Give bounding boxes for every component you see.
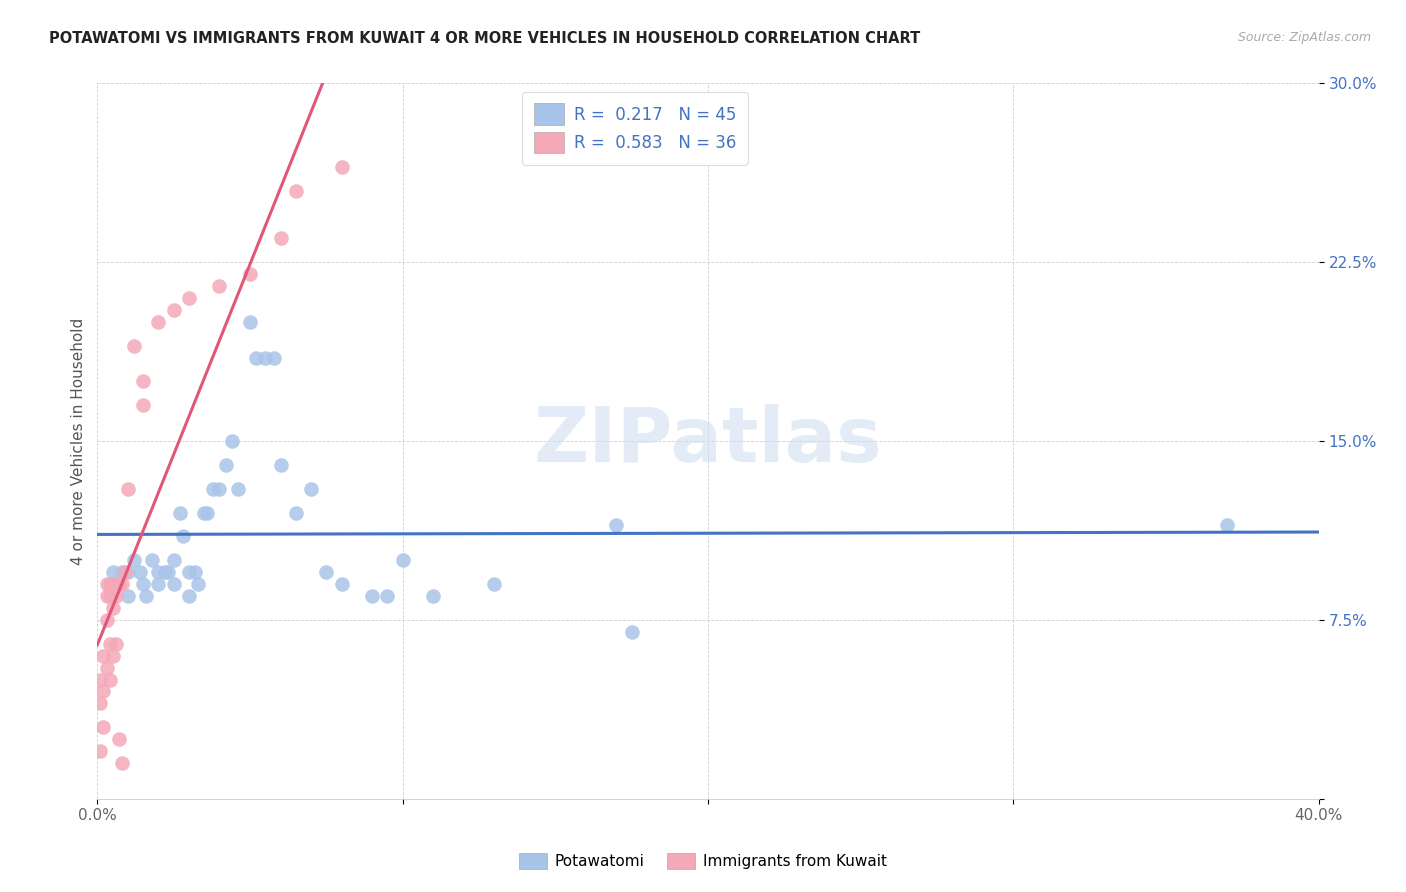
Point (98, 589, 121, 603)
Point (101, 577, 124, 591)
Point (114, 566, 136, 580)
Point (104, 637, 127, 651)
Point (239, 267, 262, 281)
Y-axis label: 4 or more Vehicles in Household: 4 or more Vehicles in Household (72, 318, 86, 565)
Point (221, 434, 243, 449)
Point (141, 553, 163, 567)
Point (361, 589, 384, 603)
Point (172, 529, 194, 543)
Point (484, 577, 506, 591)
Point (187, 577, 209, 591)
Point (132, 375, 155, 389)
Point (98, 673, 121, 687)
Point (107, 732, 129, 747)
Point (254, 351, 277, 365)
Point (96, 660, 118, 674)
Point (214, 458, 236, 472)
Point (1216, 517, 1239, 532)
Point (245, 351, 267, 365)
Text: POTAWATOMI VS IMMIGRANTS FROM KUWAIT 4 OR MORE VEHICLES IN HOUSEHOLD CORRELATION: POTAWATOMI VS IMMIGRANTS FROM KUWAIT 4 O… (49, 31, 921, 46)
Point (96, 577, 118, 591)
Point (132, 577, 155, 591)
Point (89, 744, 111, 758)
Text: ZIPatlas: ZIPatlas (534, 404, 883, 478)
Point (98, 577, 121, 591)
Point (263, 351, 285, 365)
Legend: Potawatomi, Immigrants from Kuwait: Potawatomi, Immigrants from Kuwait (513, 847, 893, 875)
Point (135, 589, 157, 603)
Point (93, 720, 115, 734)
Point (111, 566, 134, 580)
Point (195, 506, 218, 520)
Point (226, 482, 249, 496)
Point (89, 673, 111, 687)
Point (284, 506, 307, 520)
Point (117, 589, 139, 603)
Point (107, 577, 129, 591)
Point (96, 589, 118, 603)
Point (169, 506, 191, 520)
Point (270, 231, 292, 245)
Point (193, 506, 215, 520)
Point (98, 637, 121, 651)
Point (156, 566, 179, 580)
Point (101, 566, 124, 580)
Point (208, 279, 231, 293)
Point (377, 589, 399, 603)
Point (117, 482, 139, 496)
Point (96, 613, 118, 627)
Point (239, 315, 262, 329)
Point (104, 589, 127, 603)
Point (270, 458, 292, 472)
Point (330, 160, 353, 174)
Point (163, 577, 186, 591)
Point (177, 291, 200, 305)
Point (129, 566, 152, 580)
Point (299, 482, 322, 496)
Point (202, 482, 225, 496)
Point (148, 315, 170, 329)
Point (620, 624, 643, 639)
Point (284, 184, 307, 198)
Point (177, 589, 200, 603)
Legend: R =  0.217   N = 45, R =  0.583   N = 36: R = 0.217 N = 45, R = 0.583 N = 36 (522, 92, 748, 165)
Point (101, 601, 124, 615)
Point (101, 648, 124, 663)
Text: Source: ZipAtlas.com: Source: ZipAtlas.com (1237, 31, 1371, 45)
Point (93, 684, 115, 698)
Point (315, 566, 337, 580)
Point (184, 566, 207, 580)
Point (422, 589, 444, 603)
Point (330, 577, 353, 591)
Point (122, 553, 145, 567)
Point (89, 697, 111, 711)
Point (605, 517, 627, 532)
Point (391, 553, 413, 567)
Point (111, 577, 134, 591)
Point (132, 398, 155, 412)
Point (163, 553, 186, 567)
Point (153, 566, 176, 580)
Point (208, 482, 231, 496)
Point (163, 302, 186, 317)
Point (93, 648, 115, 663)
Point (148, 566, 170, 580)
Point (117, 566, 139, 580)
Point (122, 339, 145, 353)
Point (177, 566, 200, 580)
Point (148, 577, 170, 591)
Point (111, 756, 134, 770)
